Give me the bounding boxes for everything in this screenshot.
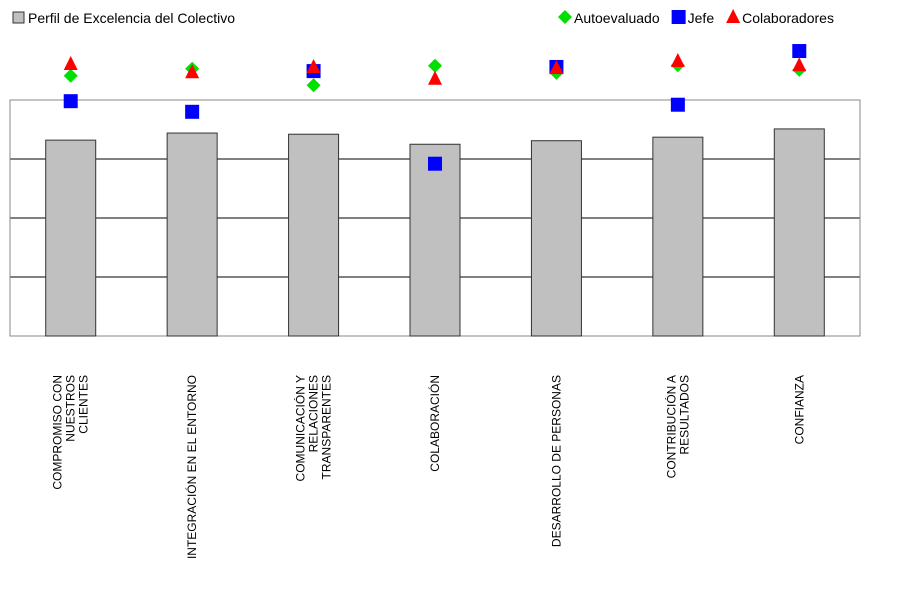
legend-swatch	[12, 11, 25, 24]
legend-marker	[726, 9, 741, 23]
point	[63, 94, 78, 109]
bar	[45, 139, 97, 337]
point	[792, 44, 807, 59]
bar	[652, 136, 704, 337]
bar	[409, 143, 461, 337]
label-line: COMPROMISO CON	[51, 375, 65, 490]
label-line: NUESTROS	[64, 375, 78, 442]
point	[306, 58, 321, 73]
point	[670, 53, 685, 68]
label-line: COLABORACIÓN	[427, 375, 442, 472]
point	[549, 60, 564, 75]
bar	[166, 132, 218, 337]
x-tick-label: CONTRIBUCIÓN ARESULTADOS	[663, 375, 691, 478]
bar	[288, 133, 340, 337]
label-line: COMUNICACIÓN Y	[293, 375, 308, 481]
point	[670, 97, 685, 112]
bar	[773, 128, 825, 337]
point	[306, 78, 321, 93]
point	[63, 56, 78, 71]
label-line: RESULTADOS	[677, 375, 691, 455]
x-tick-label: DESARROLLO DE PERSONAS	[549, 375, 563, 547]
label-line: CONFIANZA	[792, 375, 806, 444]
point	[428, 70, 442, 85]
x-tick-label: COMPROMISO CONNUESTROSCLIENTES	[51, 375, 91, 490]
point	[428, 58, 442, 73]
bar	[530, 140, 582, 337]
x-tick-label: COMUNICACIÓN YRELACIONESTRANSPARENTES	[293, 375, 334, 481]
label-line: CONTRIBUCIÓN A	[663, 375, 678, 478]
point	[792, 57, 807, 72]
legend-label: Autoevaluado	[574, 10, 660, 26]
legend-marker	[671, 10, 686, 24]
label-line: RELACIONES	[307, 375, 321, 452]
label-line: INTEGRACIÓN EN EL ENTORNO	[184, 375, 199, 559]
point	[63, 68, 78, 83]
x-tick-label: CONFIANZA	[792, 375, 806, 444]
point	[428, 156, 442, 171]
x-tick-label: INTEGRACIÓN EN EL ENTORNO	[184, 375, 199, 559]
label-line: DESARROLLO DE PERSONAS	[549, 375, 563, 547]
label-line: CLIENTES	[77, 375, 91, 434]
legend-label: Colaboradores	[742, 10, 834, 26]
legend-label: Jefe	[688, 10, 715, 26]
label-line: TRANSPARENTES	[320, 375, 334, 479]
point	[185, 104, 200, 119]
point	[185, 64, 200, 79]
legend-marker	[558, 10, 572, 24]
legend-label: Perfil de Excelencia del Colectivo	[28, 10, 235, 26]
x-tick-label: COLABORACIÓN	[427, 375, 442, 472]
